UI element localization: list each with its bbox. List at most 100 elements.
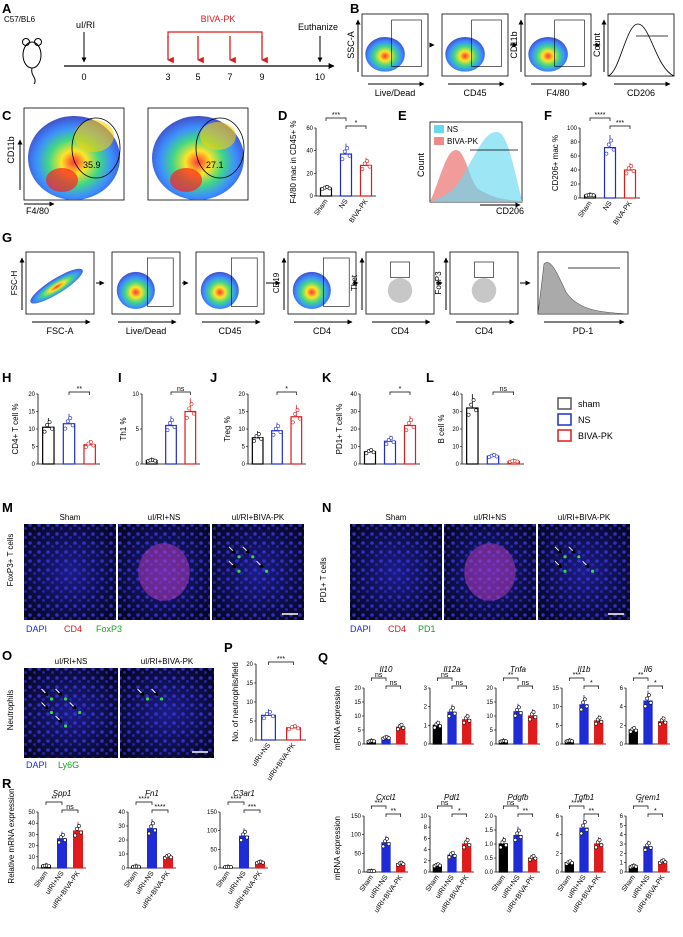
- q-pdgfb-ytick-label-4: 2.0: [485, 814, 494, 820]
- m-nuclei-3: [212, 524, 304, 620]
- q-il10-ytick-label-4: 20: [354, 686, 361, 692]
- h-point-1-2: [45, 423, 49, 427]
- m-positive-cell-3-1: [237, 555, 241, 559]
- q-tnfa-point-2-2: [515, 707, 520, 712]
- r-spp1-sig-1: **: [51, 796, 57, 803]
- q-il10-point-2-4: [386, 736, 391, 740]
- q-il1b-point-3-3: [597, 715, 602, 720]
- legend-sham: sham: [578, 399, 600, 409]
- panel-label-n: N: [322, 500, 331, 515]
- j-point-2-2: [273, 426, 278, 431]
- g-plot-1-xlabel: FSC-A: [47, 326, 74, 336]
- g-plot-1-ylabel: FSC-H: [10, 271, 19, 296]
- q-tnfa-ytick-label-1: 5: [490, 728, 494, 734]
- q-cxcl1-sig-2: **: [391, 808, 397, 815]
- q-pdl1-sig-2: *: [458, 808, 461, 815]
- q-cxcl1-sig-bracket-1: [370, 805, 387, 809]
- r-c3ar1-sig-1: ****: [231, 796, 242, 803]
- m-arrow-3-1: [228, 546, 237, 555]
- q-il6-point-2-1: [643, 704, 648, 709]
- q-tgfb1-title: Tgfb1: [574, 793, 594, 802]
- o-nuclei-1: [24, 668, 118, 758]
- j-point-1-2: [254, 434, 259, 439]
- j-point-2-4: [278, 430, 283, 434]
- o-stain-ly6g: Ly6G: [58, 760, 79, 770]
- legend-biva-swatch: [557, 429, 572, 442]
- g-gating-plots: FSC-A FSC-H Live/Dead CD45 CD4 CD19 CD4 Tbet CD4…: [10, 251, 629, 336]
- q-grem1-ytick-label-6: 6: [620, 814, 624, 820]
- f-ylabel: CD206+ mac %: [551, 135, 560, 191]
- legend-ns: NS: [578, 415, 591, 425]
- m-stain-legend: DAPI CD4 FoxP3: [26, 624, 122, 634]
- n-title-2: uI/RI+NS: [474, 513, 507, 522]
- q-tgfb1-point-2-4: [584, 827, 589, 832]
- f-cat-3: BIVA-PK: [612, 200, 633, 226]
- panel-label-i: I: [118, 370, 122, 385]
- g-plot-7-xlabel: PD-1: [573, 326, 594, 336]
- h-point-3-4: [91, 443, 96, 448]
- m-title-3: uI/RI+BIVA-PK: [232, 513, 285, 522]
- q-pdl1-point-3-4: [467, 843, 472, 848]
- h-ytick-label-2: 10: [28, 427, 35, 433]
- panel-k: K 0 10 20 30 40 * PD1+ T cell %: [322, 370, 420, 468]
- l-sig-bracket-1: [492, 391, 515, 395]
- f-cat-2: NS: [602, 200, 614, 212]
- h-point-3-3: [89, 440, 93, 444]
- q-tnfa-point-2-3: [516, 705, 521, 710]
- panel-label-a: A: [2, 1, 12, 16]
- q-il1b-ytick-label-2: 10: [552, 705, 559, 711]
- q-il6-point-1-1: [628, 729, 633, 734]
- b-plot-2-density: [445, 36, 485, 72]
- f-point-3-3: [629, 164, 634, 168]
- k-ytick-label-1: 10: [350, 445, 357, 451]
- r-spp1-ytick-label-1: 10: [28, 855, 35, 861]
- q-tnfa-sig-bracket-2: [517, 685, 534, 689]
- q-il12a-ytick-label-0: 0: [424, 742, 428, 748]
- o-arrow-1-2: [55, 688, 63, 697]
- h-point-2-1: [63, 426, 68, 431]
- q-il6-point-2-4: [648, 700, 653, 705]
- o-positive-cell-2-1: [145, 697, 150, 701]
- p-cat-1: uIRI+NS: [251, 742, 272, 768]
- l-point-1-3: [471, 398, 476, 403]
- q-il12a-ytick-label-3: 3: [424, 686, 428, 692]
- n-stain-dapi: DAPI: [350, 624, 371, 634]
- b-plot-4-ylabel: Count: [592, 33, 602, 58]
- b-plot-1-ylabel: SSC-A: [346, 31, 356, 59]
- day-labels: 0 3 5 7 9 10: [81, 72, 325, 82]
- panel-label-o: O: [2, 648, 12, 663]
- q-il1b-point-2-3: [582, 697, 587, 702]
- r-c3ar1-point-2-1: [239, 838, 243, 842]
- r-c3ar1-cat-1: Sham: [215, 870, 231, 889]
- chart-k: 0 10 20 30 40 * PD1+ T cell %: [335, 386, 420, 468]
- d-sig-bracket-2: [345, 125, 367, 129]
- legend-sham-swatch: [557, 397, 572, 410]
- q-grem1-ytick-label-2: 2: [620, 851, 624, 857]
- panel-label-j: J: [210, 370, 217, 385]
- panel-g: G FSC-A FSC-H Live/Dead CD45 CD4 CD19 CD4 Tbet C…: [2, 230, 629, 336]
- p-ytick-label-1: 5: [250, 719, 254, 725]
- i-point-2-1: [165, 428, 170, 433]
- n-nuclei-1: [350, 524, 442, 620]
- q-il1b-sig-1: ***: [573, 672, 581, 679]
- h-point-2-2: [65, 419, 70, 424]
- hl-legend: sham NS BIVA-PK: [557, 397, 613, 442]
- q-cxcl1-ytick-label-3: 150: [351, 814, 362, 820]
- d-ytick-label-3: 60: [306, 126, 313, 132]
- m-stain-dapi: DAPI: [26, 624, 47, 634]
- q-tgfb1-sig-bracket-2: [583, 813, 600, 817]
- chart-q: 05101520nsnsIl100123nsnsIl12a05101520**n…: [351, 665, 670, 914]
- r-c3ar1-ytick-label-3: 150: [207, 810, 218, 816]
- r-fn1-sig-2: ****: [155, 804, 166, 811]
- q-tgfb1-point-2-2: [581, 823, 586, 828]
- d-point-2-2: [342, 149, 347, 154]
- injury-label: uI/RI: [76, 20, 95, 30]
- i-ytick-label-0: 0: [136, 462, 140, 468]
- q-pdgfb-sig-bracket-2: [517, 813, 534, 817]
- q-il12a-point-2-3: [450, 705, 455, 710]
- q-grem1-sig-1: **: [638, 800, 644, 807]
- q-il12a-point-1-1: [432, 725, 437, 730]
